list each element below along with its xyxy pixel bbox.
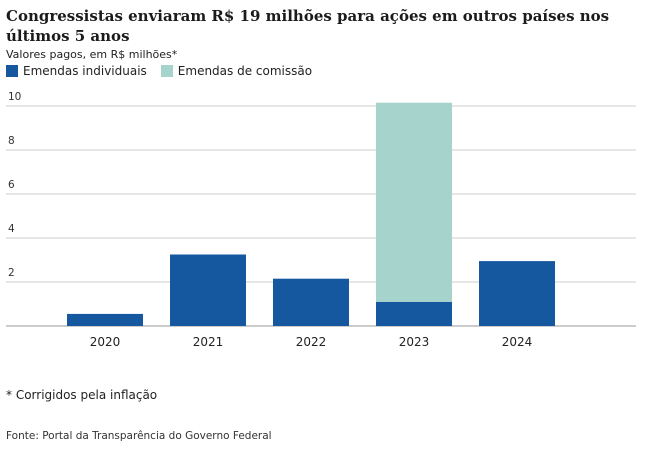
legend-item-comissao: Emendas de comissão [160,64,313,78]
x-tick-label-2022: 2022 [296,335,327,349]
x-tick-label-2024: 2024 [502,335,533,349]
bar-2021-series-0 [170,254,246,326]
y-tick-label-8: 8 [8,135,15,147]
chart-legend: Emendas individuais Emendas de comissão [6,64,326,78]
source-note: Fonte: Portal da Transparência do Govern… [6,430,272,442]
y-tick-label-10: 10 [8,91,21,103]
legend-swatch-comissao [160,65,173,77]
legend-label-individuais: Emendas individuais [23,64,147,78]
bar-2023-series-0 [376,301,452,326]
x-tick-label-2020: 2020 [90,335,121,349]
bar-2022-series-0 [273,278,349,326]
legend-swatch-individuais [6,65,18,77]
bar-2020-series-0 [67,313,143,326]
legend-item-individuais: Emendas individuais [6,64,147,78]
y-tick-label-2: 2 [8,267,15,279]
bar-2024-series-0 [479,261,555,326]
y-tick-label-4: 4 [8,223,15,235]
bar-chart: 2 4 6 8 10 2020 2021 2022 2023 2024 [6,91,636,349]
chart-title: Congressistas enviaram R$ 19 milhões par… [6,7,610,45]
x-tick-label-2021: 2021 [193,335,224,349]
bar-2023-series-1 [376,102,452,302]
chart-subtitle: Valores pagos, em R$ milhões* [6,48,178,61]
y-tick-label-6: 6 [8,179,15,191]
legend-label-comissao: Emendas de comissão [177,64,313,78]
x-tick-label-2023: 2023 [399,335,430,349]
footnote: * Corrigidos pela inflação [6,388,158,402]
